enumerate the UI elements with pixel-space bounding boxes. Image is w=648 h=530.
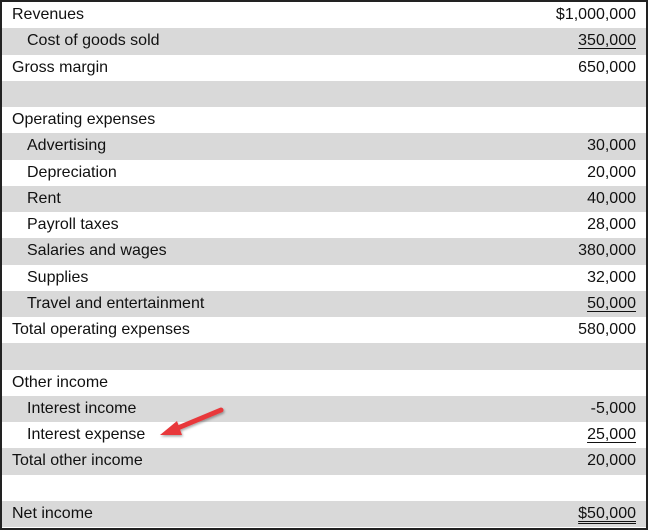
row-value: 28,000: [587, 216, 636, 234]
statement-row: Advertising 30,000: [2, 133, 646, 160]
row-label: Net income: [12, 504, 93, 522]
row-label: Salaries and wages: [27, 242, 167, 260]
row-label: Other income: [12, 373, 109, 391]
statement-row: Interest expense 25,000: [2, 422, 646, 449]
statement-row: Other income: [2, 369, 646, 396]
statement-row: Revenues $1,000,000: [2, 2, 646, 29]
statement-row: Total other income 20,000: [2, 448, 646, 475]
row-label: Supplies: [27, 268, 89, 286]
row-value: 580,000: [578, 321, 636, 339]
row-value: -5,000: [590, 399, 636, 417]
row-label: Interest expense: [27, 426, 146, 444]
statement-row: Gross margin 650,000: [2, 54, 646, 81]
row-value: 20,000: [587, 163, 636, 181]
statement-row: Salaries and wages 380,000: [2, 238, 646, 265]
row-value: 380,000: [578, 242, 636, 260]
row-label: Cost of goods sold: [27, 32, 160, 50]
row-label: Payroll taxes: [27, 216, 119, 234]
statement-row: Depreciation 20,000: [2, 159, 646, 186]
row-value: 350,000: [578, 32, 636, 50]
spacer-row: [2, 343, 646, 370]
row-value: 50,000: [587, 294, 636, 312]
row-label: Operating expenses: [12, 111, 156, 129]
row-label: Advertising: [27, 137, 107, 155]
statement-row: Supplies 32,000: [2, 264, 646, 291]
row-value: $50,000: [578, 504, 636, 522]
row-label: Revenues: [12, 6, 85, 24]
row-value: $1,000,000: [555, 6, 636, 24]
statement-row: Travel and entertainment 50,000: [2, 290, 646, 317]
row-label: Gross margin: [12, 58, 109, 76]
row-label: Interest income: [27, 399, 137, 417]
row-value: 20,000: [587, 452, 636, 470]
row-label: Rent: [27, 189, 61, 207]
statement-row: Net income $50,000: [2, 500, 646, 527]
row-value: 30,000: [587, 137, 636, 155]
statement-row: Payroll taxes 28,000: [2, 212, 646, 239]
row-value: 650,000: [578, 58, 636, 76]
row-label: Travel and entertainment: [27, 294, 205, 312]
statement-row: Total operating expenses 580,000: [2, 317, 646, 344]
spacer-row: [2, 80, 646, 107]
row-value: 25,000: [587, 426, 636, 444]
row-value: 40,000: [587, 189, 636, 207]
spacer-row: [2, 474, 646, 501]
statement-row: Rent 40,000: [2, 185, 646, 212]
statement-row: Operating expenses: [2, 107, 646, 134]
statement-row: Cost of goods sold 350,000: [2, 28, 646, 55]
row-label: Depreciation: [27, 163, 117, 181]
row-label: Total other income: [12, 452, 143, 470]
row-label: Total operating expenses: [12, 321, 190, 339]
row-value: 32,000: [587, 268, 636, 286]
statement-row: Interest income -5,000: [2, 395, 646, 422]
